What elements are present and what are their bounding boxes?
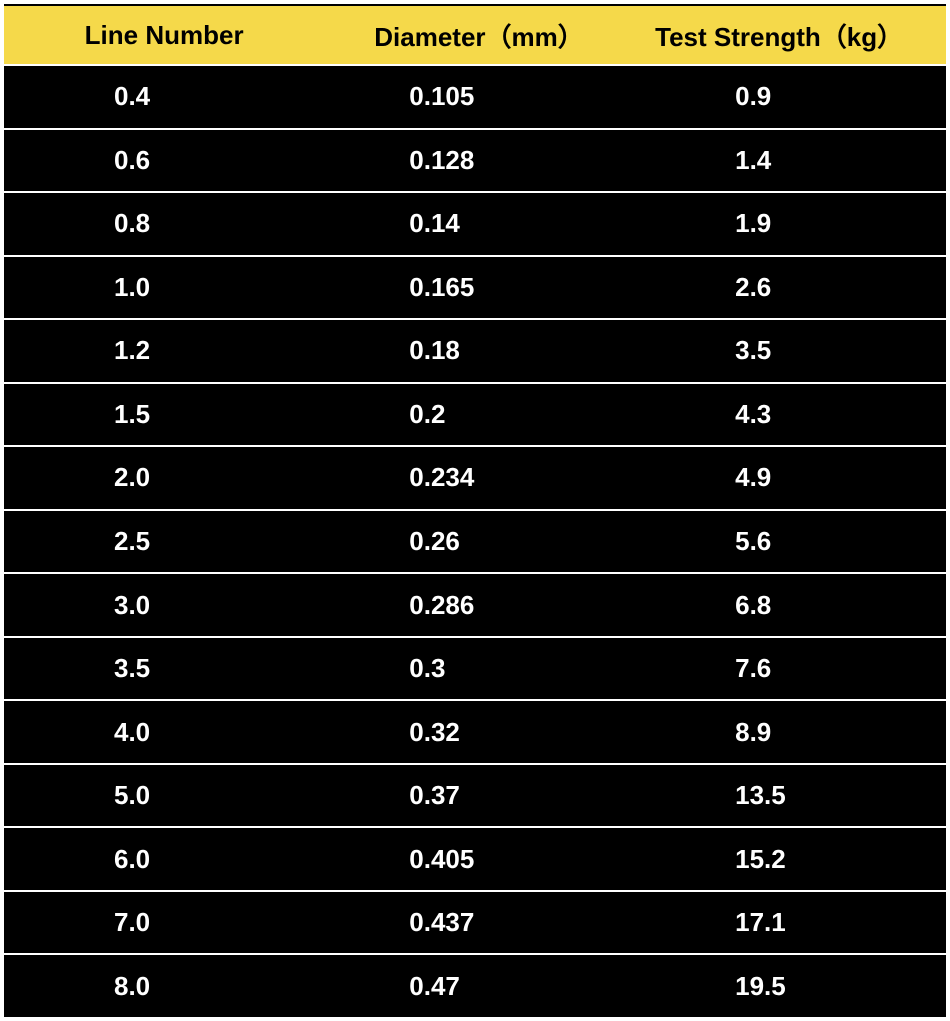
cell-line-number: 3.0 bbox=[4, 590, 324, 621]
table-row: 5.0 0.37 13.5 bbox=[4, 763, 946, 827]
cell-diameter: 0.18 bbox=[324, 335, 635, 366]
table-row: 6.0 0.405 15.2 bbox=[4, 826, 946, 890]
cell-test-strength: 15.2 bbox=[635, 844, 946, 875]
cell-test-strength: 13.5 bbox=[635, 780, 946, 811]
cell-line-number: 1.0 bbox=[4, 272, 324, 303]
spec-table: Line Number Diameter（mm） Test Strength（k… bbox=[4, 4, 946, 1017]
header-diameter: Diameter（mm） bbox=[324, 17, 635, 54]
header-test-strength: Test Strength（kg） bbox=[635, 17, 946, 54]
table-row: 0.6 0.128 1.4 bbox=[4, 128, 946, 192]
cell-diameter: 0.3 bbox=[324, 653, 635, 684]
cell-line-number: 5.0 bbox=[4, 780, 324, 811]
cell-line-number: 1.5 bbox=[4, 399, 324, 430]
table-row: 1.2 0.18 3.5 bbox=[4, 318, 946, 382]
cell-test-strength: 7.6 bbox=[635, 653, 946, 684]
cell-diameter: 0.128 bbox=[324, 145, 635, 176]
cell-diameter: 0.47 bbox=[324, 971, 635, 1002]
cell-diameter: 0.2 bbox=[324, 399, 635, 430]
table-row: 7.0 0.437 17.1 bbox=[4, 890, 946, 954]
cell-diameter: 0.437 bbox=[324, 907, 635, 938]
header-line-number: Line Number bbox=[4, 20, 324, 51]
table-row: 8.0 0.47 19.5 bbox=[4, 953, 946, 1017]
cell-diameter: 0.14 bbox=[324, 208, 635, 239]
table-frame: Line Number Diameter（mm） Test Strength（k… bbox=[0, 0, 950, 1021]
cell-diameter: 0.26 bbox=[324, 526, 635, 557]
cell-line-number: 2.5 bbox=[4, 526, 324, 557]
cell-test-strength: 3.5 bbox=[635, 335, 946, 366]
cell-line-number: 4.0 bbox=[4, 717, 324, 748]
cell-line-number: 2.0 bbox=[4, 462, 324, 493]
cell-diameter: 0.234 bbox=[324, 462, 635, 493]
cell-test-strength: 0.9 bbox=[635, 81, 946, 112]
cell-diameter: 0.37 bbox=[324, 780, 635, 811]
table-row: 1.0 0.165 2.6 bbox=[4, 255, 946, 319]
cell-test-strength: 4.3 bbox=[635, 399, 946, 430]
table-row: 0.4 0.105 0.9 bbox=[4, 64, 946, 128]
cell-line-number: 8.0 bbox=[4, 971, 324, 1002]
cell-diameter: 0.32 bbox=[324, 717, 635, 748]
table-row: 0.8 0.14 1.9 bbox=[4, 191, 946, 255]
cell-line-number: 3.5 bbox=[4, 653, 324, 684]
cell-test-strength: 19.5 bbox=[635, 971, 946, 1002]
cell-line-number: 1.2 bbox=[4, 335, 324, 366]
cell-line-number: 0.8 bbox=[4, 208, 324, 239]
cell-test-strength: 6.8 bbox=[635, 590, 946, 621]
cell-test-strength: 4.9 bbox=[635, 462, 946, 493]
table-row: 2.5 0.26 5.6 bbox=[4, 509, 946, 573]
table-row: 2.0 0.234 4.9 bbox=[4, 445, 946, 509]
cell-line-number: 0.6 bbox=[4, 145, 324, 176]
cell-diameter: 0.405 bbox=[324, 844, 635, 875]
cell-test-strength: 2.6 bbox=[635, 272, 946, 303]
cell-diameter: 0.165 bbox=[324, 272, 635, 303]
cell-line-number: 0.4 bbox=[4, 81, 324, 112]
cell-test-strength: 17.1 bbox=[635, 907, 946, 938]
table-row: 3.0 0.286 6.8 bbox=[4, 572, 946, 636]
table-row: 3.5 0.3 7.6 bbox=[4, 636, 946, 700]
cell-test-strength: 1.9 bbox=[635, 208, 946, 239]
cell-diameter: 0.105 bbox=[324, 81, 635, 112]
cell-line-number: 7.0 bbox=[4, 907, 324, 938]
cell-test-strength: 8.9 bbox=[635, 717, 946, 748]
cell-diameter: 0.286 bbox=[324, 590, 635, 621]
table-row: 1.5 0.2 4.3 bbox=[4, 382, 946, 446]
cell-test-strength: 1.4 bbox=[635, 145, 946, 176]
table-header-row: Line Number Diameter（mm） Test Strength（k… bbox=[4, 6, 946, 64]
table-row: 4.0 0.32 8.9 bbox=[4, 699, 946, 763]
cell-line-number: 6.0 bbox=[4, 844, 324, 875]
cell-test-strength: 5.6 bbox=[635, 526, 946, 557]
